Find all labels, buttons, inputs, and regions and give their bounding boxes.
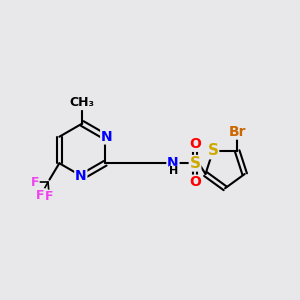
Text: CH₃: CH₃: [70, 96, 95, 110]
Text: N: N: [167, 156, 179, 170]
Text: N: N: [75, 169, 87, 184]
Text: F: F: [45, 190, 54, 203]
Text: F: F: [31, 176, 39, 189]
Text: O: O: [189, 176, 201, 189]
Text: S: S: [190, 156, 200, 171]
Text: N: N: [101, 130, 112, 144]
Text: S: S: [208, 143, 218, 158]
Text: O: O: [189, 137, 201, 151]
Text: H: H: [169, 167, 178, 176]
Text: Br: Br: [228, 125, 246, 139]
Text: F: F: [36, 189, 45, 202]
